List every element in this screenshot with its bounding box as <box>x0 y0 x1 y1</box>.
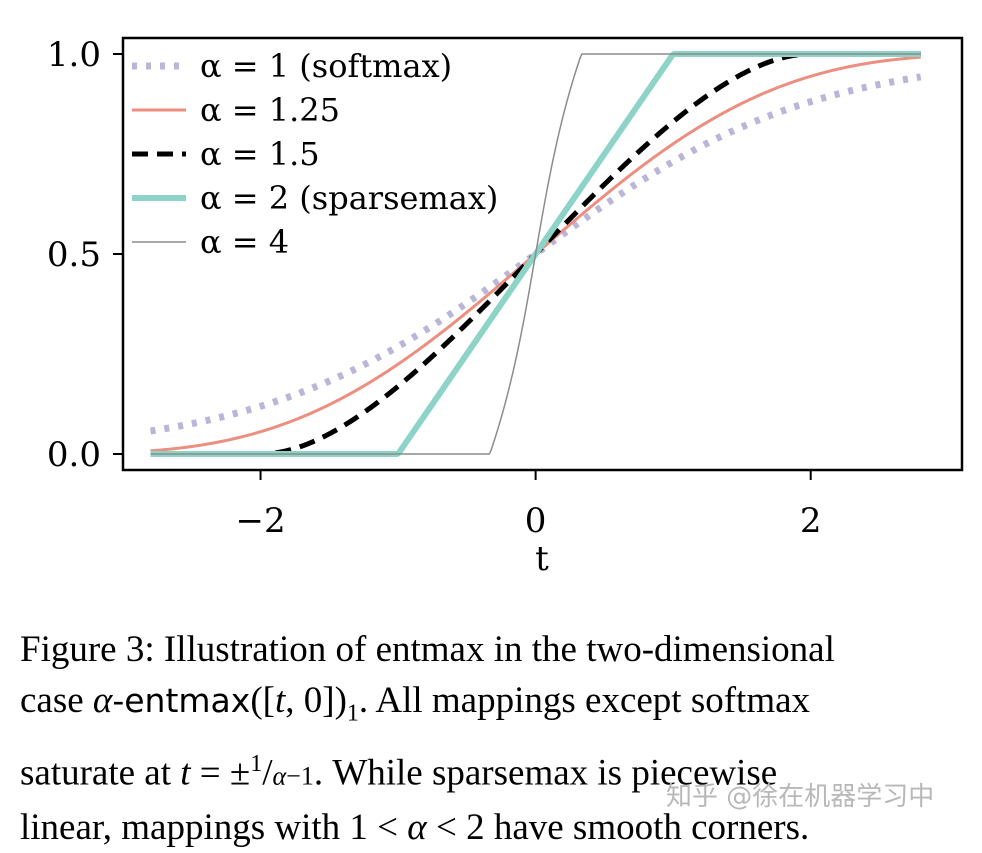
watermark: 知乎 @徐在机器学习中 <box>666 782 935 812</box>
series-line-alpha-4 <box>150 53 921 455</box>
plot-area <box>148 51 923 457</box>
legend-label: α = 2 (sparsemax) <box>200 179 498 217</box>
legend-label: α = 1.25 <box>200 91 340 129</box>
caption-text: ([ <box>250 680 275 721</box>
caption-math-alpha: α <box>272 761 287 791</box>
caption-math-alpha: α <box>407 806 427 848</box>
caption-math-t: t <box>180 752 191 794</box>
x-tick-label: 0 <box>525 501 547 541</box>
caption-math-alpha: α <box>92 680 113 721</box>
caption-func: -entmax <box>112 681 251 720</box>
caption-text: −1 <box>286 761 314 791</box>
caption-subscript: 1 <box>346 700 359 727</box>
legend-label: α = 1.5 <box>200 135 320 173</box>
x-axis-title: t <box>535 539 549 579</box>
caption-line-3: saturate at t = ±1/α−1. While sparsemax … <box>20 739 972 801</box>
caption-fraction-denominator: α−1 <box>273 762 314 791</box>
caption-text: = ± <box>190 752 251 794</box>
caption-text: linear, mappings with 1 < <box>20 806 408 848</box>
figure-caption: Figure 3: Illustration of entmax in the … <box>20 624 972 853</box>
x-tick-label: −2 <box>235 501 285 541</box>
legend-label: α = 1 (softmax) <box>200 47 452 85</box>
legend: α = 1 (softmax) α = 1.25 α = 1.5 α = 2 (spa… <box>132 47 498 261</box>
caption-fraction-numerator: 1 <box>250 751 263 778</box>
caption-line-1: Figure 3: Illustration of entmax in the … <box>20 629 835 670</box>
caption-text: case <box>20 680 93 721</box>
caption-text: , 0]) <box>285 680 347 721</box>
y-tick-label: 0.0 <box>47 435 101 475</box>
x-tick-label: 2 <box>800 501 822 541</box>
ticks-layer: −2 0 2 0.0 0.5 1.0 <box>47 35 822 541</box>
caption-text: . While sparsemax is piecewise <box>313 752 778 794</box>
caption-math-t: t <box>274 680 286 721</box>
legend-label: α = 4 <box>200 223 289 261</box>
caption-fraction-slash: / <box>262 752 273 794</box>
y-tick-label: 0.5 <box>47 235 101 275</box>
entmax-chart: −2 0 20.00.51.0 α = 1 (softmax)α = 1.25α =… <box>47 35 964 579</box>
y-tick-label: 1.0 <box>47 35 101 75</box>
caption-line-2: case α-entmax([t, 0])1. All mappings exc… <box>20 675 972 739</box>
caption-text: . All mappings except softmax <box>358 680 811 721</box>
caption-text: saturate at <box>20 752 181 794</box>
series-layer <box>148 51 923 457</box>
